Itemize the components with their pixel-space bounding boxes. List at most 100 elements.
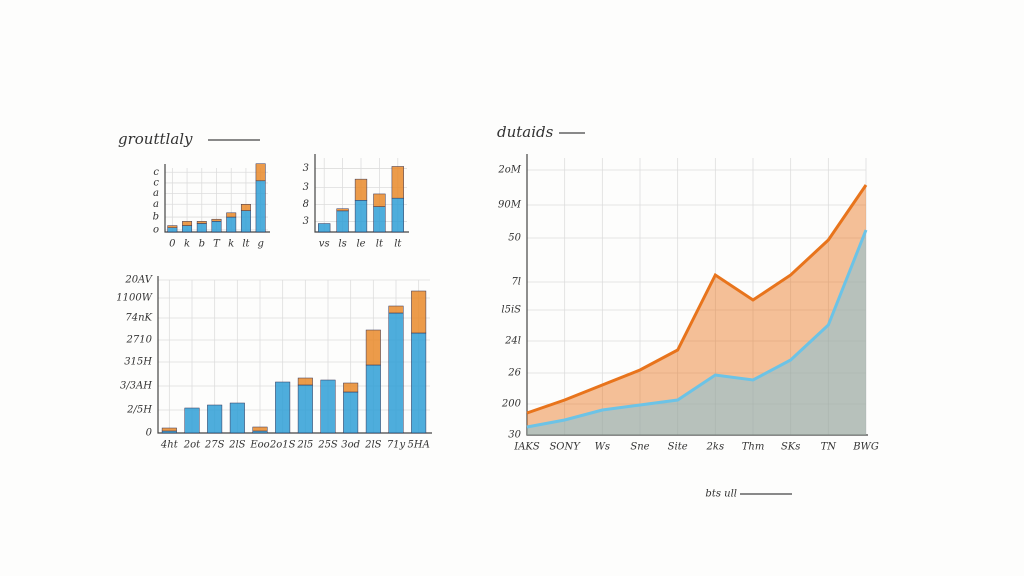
y-tick-label: 200 [501,399,522,410]
bar-segment [240,210,251,233]
bar-segment [343,382,359,393]
x-tick-label: 25S [317,440,338,451]
bar-segment [318,223,331,233]
area-line [526,229,868,429]
x-tick-label: b [199,239,205,250]
x-tick-label: 2ot [183,440,201,451]
bar-segment [391,197,404,233]
y-tick-label: 3 [303,163,309,174]
y-tick-label: 3/3AH [120,381,152,392]
bar-segment [161,430,177,434]
bar-segment [161,427,177,432]
bar-segment [336,210,349,233]
bar-segment [196,223,207,233]
bar-segment [229,402,245,434]
x-tick-label: g [257,239,263,250]
bar-segment [373,206,386,233]
bar-segment [167,227,178,233]
y-tick-label: 315H [124,357,152,368]
bar-segment [182,221,193,226]
area-line [526,184,868,415]
y-tick-label: 20AV [124,275,153,286]
bar-segment [297,377,313,386]
x-tick-label: lt [242,239,250,250]
bar-segment [411,290,427,334]
chart-title: grouttlaly [118,130,193,148]
y-tick-label: 3 [303,182,309,193]
y-tick-label: 0 [146,428,153,439]
bar-segment [196,221,207,224]
x-tick-label: 3od [341,440,360,451]
x-tick-label: 0 [169,239,176,250]
bar-segment [255,180,266,233]
y-tick-label: 2oM [497,165,521,176]
x-tick-label: SONY [549,442,581,453]
bar-segment [320,379,336,434]
chart-title: dutaids [497,123,554,141]
y-tick-label: 2/5H [126,405,152,416]
x-tick-label: 2ks [706,442,725,453]
bar-segment [252,426,268,432]
x-tick-label: vs [319,239,330,250]
axes [157,276,432,434]
x-tick-label: Eoo [249,440,269,451]
bar-segment [354,178,368,201]
x-tick-label: Thm [742,442,765,453]
x-tick-label: TN [821,442,838,453]
y-tick-label: a [153,199,159,210]
bar-segment [354,200,368,233]
x-tick-label: 71y [387,440,406,451]
y-tick-label: a [153,188,159,199]
bar-segment [182,225,193,233]
x-tick-label: 27S [204,440,225,451]
axes [526,154,868,436]
x-tick-label: 2o1S [269,440,296,451]
bar-segment [297,384,313,434]
bar-segment [411,332,427,434]
x-tick-label: ls [338,239,346,250]
bar-segment [275,381,291,434]
y-tick-label: 7l [511,277,521,288]
y-tick-label: 8 [303,199,309,210]
area-fill [527,230,866,435]
bar-segment [388,312,404,434]
x-tick-label: 5HA [408,440,430,451]
bar-segment [365,364,381,434]
y-tick-label: 30 [508,430,521,441]
footer-text: bts ull [705,489,737,500]
x-tick-label: lt [376,239,384,250]
x-tick-label: Site [668,442,688,453]
x-tick-label: BWG [852,442,879,453]
y-tick-label: 74nK [125,313,152,324]
bar-segment [211,221,222,233]
x-tick-label: k [228,239,234,250]
bar-segment [391,166,404,199]
bar-segment [343,391,359,434]
bar-segment [167,225,178,228]
y-tick-label: 26 [507,368,521,379]
y-tick-label: 90M [498,200,522,211]
y-tick-label: b [153,212,159,223]
x-tick-label: le [356,239,365,250]
x-tick-label: T [213,239,221,250]
bar-segment [211,218,222,222]
y-tick-label: 50 [508,233,521,244]
x-tick-label: Sne [630,442,649,453]
bar-segment [207,404,223,434]
y-tick-label: 3 [303,216,309,227]
bar-segment [373,193,386,207]
bar-segment [365,329,381,366]
y-tick-label: c [153,177,159,188]
bar-segment [336,208,349,212]
x-tick-label: k [184,239,190,250]
bar-segment [252,430,268,434]
bar-segment [240,204,251,211]
x-tick-label: 2lS [228,440,246,451]
x-tick-label: 2l5 [296,440,313,451]
y-tick-label: 1100W [116,293,152,304]
y-tick-label: c [153,167,159,178]
x-tick-label: lt [394,239,402,250]
y-tick-label: l5iS [501,305,521,316]
x-tick-label: 2lS [364,440,382,451]
